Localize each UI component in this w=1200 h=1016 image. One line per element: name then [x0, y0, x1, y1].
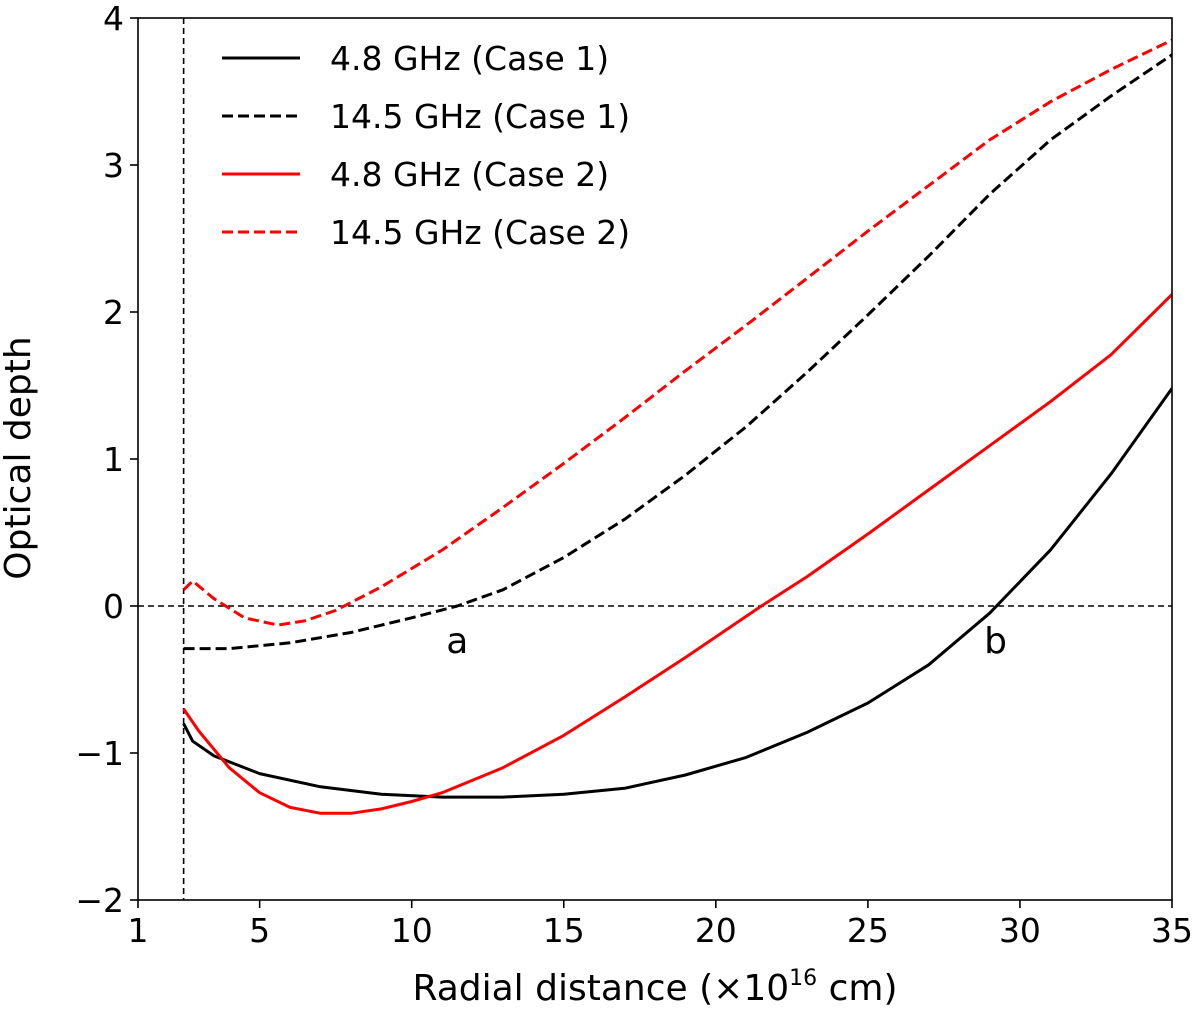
y-tick-label: 3	[103, 146, 124, 185]
x-tick-label: 30	[999, 911, 1041, 950]
x-tick-label: 20	[695, 911, 737, 950]
legend-label-1: 4.8 GHz (Case 1)	[330, 39, 609, 78]
legend-label-3: 4.8 GHz (Case 2)	[330, 155, 609, 194]
y-tick-label: 2	[103, 293, 124, 332]
x-tick-label: 1	[128, 911, 149, 950]
y-tick-label: −1	[75, 734, 124, 773]
x-axis-title: Radial distance (×1016 cm)	[412, 966, 897, 1009]
x-tick-label: 25	[847, 911, 889, 950]
y-tick-label: 0	[103, 587, 124, 626]
y-tick-label: 1	[103, 440, 124, 479]
x-tick-label: 5	[249, 911, 270, 950]
legend-label-4: 14.5 GHz (Case 2)	[330, 213, 630, 252]
series-line-4	[182, 38, 1172, 627]
annotation-a: a	[446, 621, 468, 662]
x-tick-label: 10	[391, 911, 433, 950]
series-group	[182, 38, 1172, 815]
axes-frame	[137, 17, 1173, 901]
series-line-3	[182, 293, 1172, 815]
series-line-2	[183, 53, 1172, 651]
legend-label-2: 14.5 GHz (Case 1)	[330, 97, 630, 136]
y-tick-label: 4	[103, 0, 124, 38]
annotation-b: b	[984, 621, 1007, 662]
y-tick-label: −2	[75, 881, 124, 920]
x-tick-label: 15	[543, 911, 585, 950]
x-tick-label: 35	[1151, 911, 1193, 950]
legend: 4.8 GHz (Case 1) 14.5 GHz (Case 1) 4.8 GHz…	[222, 39, 630, 252]
series-line-1	[182, 387, 1172, 799]
y-axis-title: Optical depth	[0, 336, 39, 579]
